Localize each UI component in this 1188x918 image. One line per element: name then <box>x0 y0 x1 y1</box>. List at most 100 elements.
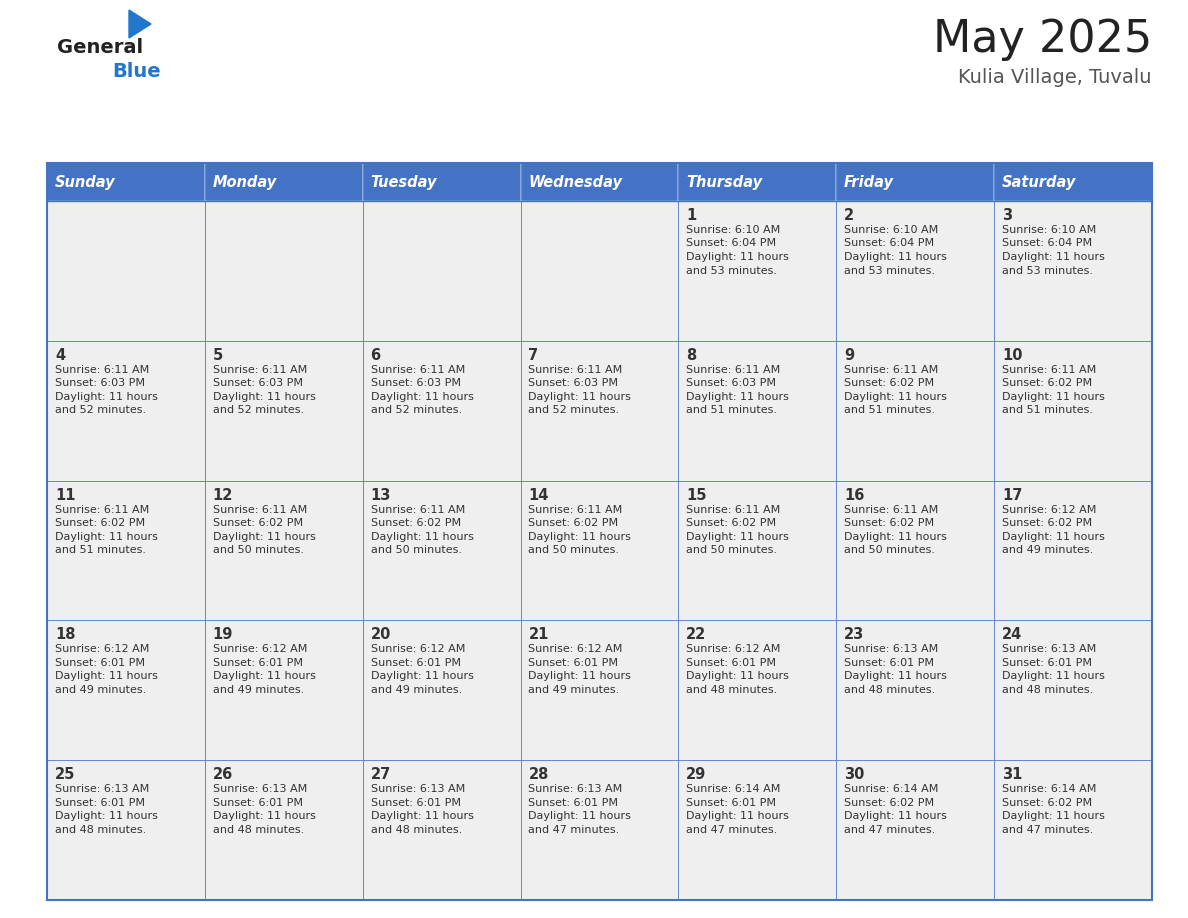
Text: Sunset: 6:01 PM: Sunset: 6:01 PM <box>529 798 619 808</box>
Text: Sunrise: 6:14 AM: Sunrise: 6:14 AM <box>1001 784 1097 794</box>
Text: and 49 minutes.: and 49 minutes. <box>1001 545 1093 555</box>
Text: Sunrise: 6:11 AM: Sunrise: 6:11 AM <box>371 364 465 375</box>
Text: Daylight: 11 hours: Daylight: 11 hours <box>687 532 789 542</box>
Text: Sunrise: 6:14 AM: Sunrise: 6:14 AM <box>687 784 781 794</box>
Text: 22: 22 <box>687 627 707 643</box>
Bar <box>520 163 678 201</box>
Text: 8: 8 <box>687 348 696 363</box>
Text: Sunset: 6:04 PM: Sunset: 6:04 PM <box>845 239 934 249</box>
Text: Sunrise: 6:11 AM: Sunrise: 6:11 AM <box>687 364 781 375</box>
Text: Tuesday: Tuesday <box>371 174 437 189</box>
Text: May 2025: May 2025 <box>933 18 1152 61</box>
Text: and 52 minutes.: and 52 minutes. <box>55 406 146 415</box>
Text: 29: 29 <box>687 767 707 782</box>
Text: and 52 minutes.: and 52 minutes. <box>213 406 304 415</box>
Text: Sunset: 6:02 PM: Sunset: 6:02 PM <box>55 518 145 528</box>
Text: Daylight: 11 hours: Daylight: 11 hours <box>845 812 947 822</box>
Text: Sunrise: 6:11 AM: Sunrise: 6:11 AM <box>529 364 623 375</box>
Bar <box>48 481 204 621</box>
Bar <box>520 341 678 481</box>
Text: Sunset: 6:02 PM: Sunset: 6:02 PM <box>845 378 934 388</box>
Text: Kulia Village, Tuvalu: Kulia Village, Tuvalu <box>959 68 1152 87</box>
Text: Sunrise: 6:11 AM: Sunrise: 6:11 AM <box>529 505 623 515</box>
Text: Sunrise: 6:12 AM: Sunrise: 6:12 AM <box>1001 505 1097 515</box>
Text: Daylight: 11 hours: Daylight: 11 hours <box>371 392 474 402</box>
Bar <box>48 760 204 900</box>
Text: 7: 7 <box>529 348 538 363</box>
Text: Sunrise: 6:11 AM: Sunrise: 6:11 AM <box>371 505 465 515</box>
Text: Daylight: 11 hours: Daylight: 11 hours <box>687 812 789 822</box>
Text: 24: 24 <box>1001 627 1023 643</box>
Bar <box>994 201 1152 341</box>
Bar <box>204 163 362 201</box>
Text: Sunrise: 6:13 AM: Sunrise: 6:13 AM <box>371 784 465 794</box>
Text: Sunset: 6:02 PM: Sunset: 6:02 PM <box>1001 378 1092 388</box>
Text: Friday: Friday <box>845 174 895 189</box>
Text: Sunrise: 6:13 AM: Sunrise: 6:13 AM <box>1001 644 1097 655</box>
Text: Daylight: 11 hours: Daylight: 11 hours <box>213 812 316 822</box>
Bar <box>678 163 836 201</box>
Text: General: General <box>57 38 143 57</box>
Text: Sunrise: 6:11 AM: Sunrise: 6:11 AM <box>55 364 150 375</box>
Text: Sunset: 6:01 PM: Sunset: 6:01 PM <box>1001 658 1092 668</box>
Text: Daylight: 11 hours: Daylight: 11 hours <box>55 532 158 542</box>
Text: Sunrise: 6:13 AM: Sunrise: 6:13 AM <box>529 784 623 794</box>
Bar <box>204 760 362 900</box>
Text: 4: 4 <box>55 348 65 363</box>
Text: Sunrise: 6:12 AM: Sunrise: 6:12 AM <box>529 644 623 655</box>
Bar <box>678 760 836 900</box>
Text: Daylight: 11 hours: Daylight: 11 hours <box>55 812 158 822</box>
Bar <box>48 341 204 481</box>
Bar <box>362 481 520 621</box>
Text: Sunrise: 6:13 AM: Sunrise: 6:13 AM <box>845 644 939 655</box>
Text: and 47 minutes.: and 47 minutes. <box>1001 824 1093 834</box>
Text: and 50 minutes.: and 50 minutes. <box>687 545 777 555</box>
Text: 12: 12 <box>213 487 233 502</box>
Text: Daylight: 11 hours: Daylight: 11 hours <box>845 532 947 542</box>
Text: and 49 minutes.: and 49 minutes. <box>371 685 462 695</box>
Text: and 53 minutes.: and 53 minutes. <box>1001 265 1093 275</box>
Text: Saturday: Saturday <box>1001 174 1076 189</box>
Text: 25: 25 <box>55 767 75 782</box>
Bar <box>48 621 204 760</box>
Text: 30: 30 <box>845 767 865 782</box>
Bar <box>520 201 678 341</box>
Text: and 49 minutes.: and 49 minutes. <box>529 685 620 695</box>
Text: Sunrise: 6:10 AM: Sunrise: 6:10 AM <box>845 225 939 235</box>
Text: and 50 minutes.: and 50 minutes. <box>371 545 462 555</box>
Text: 9: 9 <box>845 348 854 363</box>
Text: Daylight: 11 hours: Daylight: 11 hours <box>845 671 947 681</box>
Bar <box>836 341 994 481</box>
Bar <box>836 481 994 621</box>
Text: Daylight: 11 hours: Daylight: 11 hours <box>371 812 474 822</box>
Text: Daylight: 11 hours: Daylight: 11 hours <box>845 392 947 402</box>
Text: 21: 21 <box>529 627 549 643</box>
Bar <box>362 201 520 341</box>
Text: 18: 18 <box>55 627 75 643</box>
Text: Sunset: 6:01 PM: Sunset: 6:01 PM <box>213 658 303 668</box>
Text: Sunset: 6:01 PM: Sunset: 6:01 PM <box>687 798 776 808</box>
Text: Daylight: 11 hours: Daylight: 11 hours <box>687 392 789 402</box>
Text: Sunrise: 6:11 AM: Sunrise: 6:11 AM <box>55 505 150 515</box>
Text: Daylight: 11 hours: Daylight: 11 hours <box>371 671 474 681</box>
Text: Sunrise: 6:13 AM: Sunrise: 6:13 AM <box>55 784 150 794</box>
Text: 26: 26 <box>213 767 233 782</box>
Text: Daylight: 11 hours: Daylight: 11 hours <box>529 392 631 402</box>
Bar <box>994 163 1152 201</box>
Text: Sunset: 6:03 PM: Sunset: 6:03 PM <box>55 378 145 388</box>
Text: Sunset: 6:04 PM: Sunset: 6:04 PM <box>1001 239 1092 249</box>
Bar <box>836 163 994 201</box>
Text: and 49 minutes.: and 49 minutes. <box>213 685 304 695</box>
Text: Sunset: 6:02 PM: Sunset: 6:02 PM <box>529 518 619 528</box>
Text: Daylight: 11 hours: Daylight: 11 hours <box>1001 532 1105 542</box>
Bar <box>48 163 1152 900</box>
Bar <box>994 621 1152 760</box>
Text: Daylight: 11 hours: Daylight: 11 hours <box>845 252 947 262</box>
Bar <box>836 621 994 760</box>
Bar <box>362 163 520 201</box>
Text: Sunset: 6:03 PM: Sunset: 6:03 PM <box>687 378 776 388</box>
Text: and 53 minutes.: and 53 minutes. <box>687 265 777 275</box>
Bar <box>362 760 520 900</box>
Text: Sunset: 6:01 PM: Sunset: 6:01 PM <box>529 658 619 668</box>
Text: 14: 14 <box>529 487 549 502</box>
